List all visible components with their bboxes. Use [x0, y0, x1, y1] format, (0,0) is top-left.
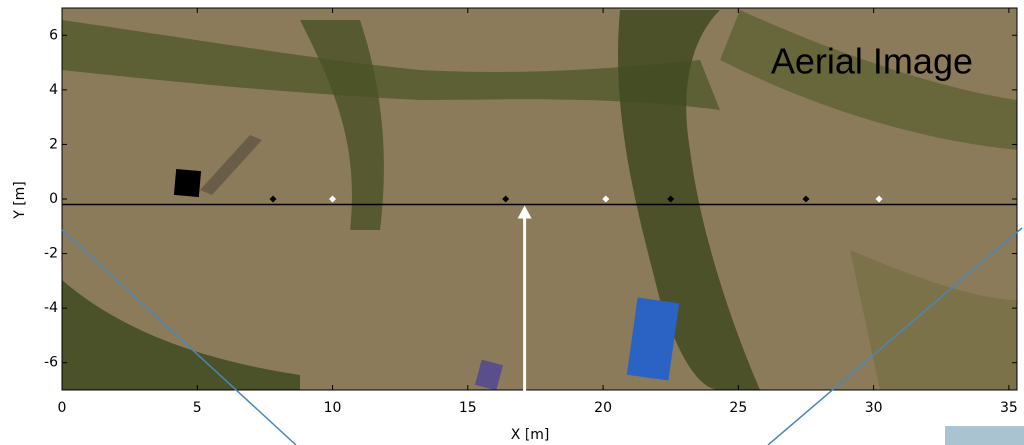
- inset-edge: [945, 426, 1024, 445]
- y-tick-label: 2: [49, 136, 58, 152]
- y-axis-label: Y [m]: [12, 181, 28, 220]
- x-tick-label: 15: [459, 400, 477, 416]
- x-tick-label: 20: [594, 400, 612, 416]
- x-tick-label: 5: [193, 400, 202, 416]
- y-tick-label: -4: [44, 300, 58, 316]
- x-tick-label: 35: [1000, 400, 1018, 416]
- y-tick-label: 4: [49, 82, 58, 98]
- y-tick-label: 6: [49, 27, 58, 43]
- x-tick-label: 30: [865, 400, 883, 416]
- x-tick-label: 25: [729, 400, 747, 416]
- page: Aerial Image X [m] Y [m] 05101520253035-…: [0, 0, 1024, 445]
- y-tick-label: 0: [49, 191, 58, 207]
- y-tick-label: -2: [44, 246, 58, 262]
- x-tick-label: 0: [58, 400, 67, 416]
- x-axis-label: X [m]: [511, 427, 550, 443]
- x-tick-label: 10: [324, 400, 342, 416]
- annotation: Aerial Image: [771, 41, 973, 82]
- y-tick-label: -6: [44, 355, 58, 371]
- chart: Aerial Image X [m] Y [m] 05101520253035-…: [0, 0, 1024, 445]
